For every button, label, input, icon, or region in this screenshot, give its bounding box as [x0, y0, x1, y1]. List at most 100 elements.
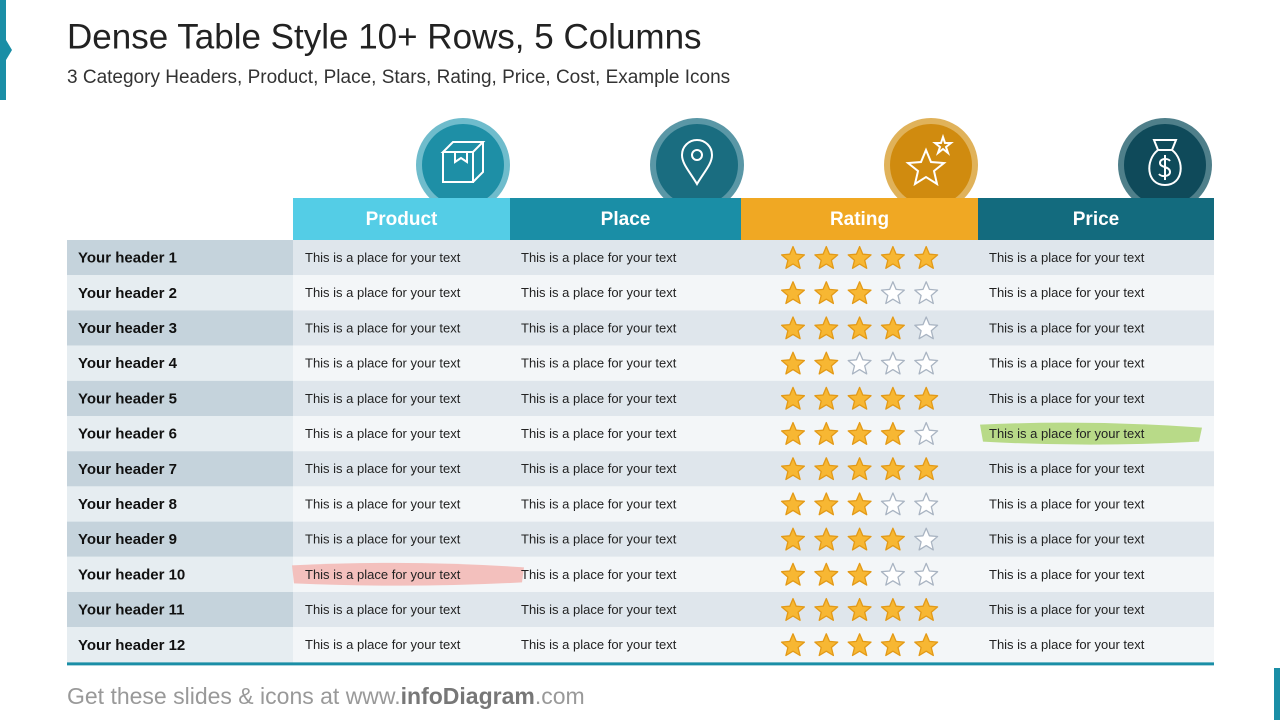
row-bg — [293, 345, 1214, 381]
title: Dense Table Style 10+ Rows, 5 Columns — [67, 17, 702, 56]
cell-text: This is a place for your text — [989, 250, 1145, 265]
cell-text: This is a place for your text — [305, 496, 461, 511]
cell-text: This is a place for your text — [521, 391, 677, 406]
cell-text: This is a place for your text — [305, 285, 461, 300]
cell-text: This is a place for your text — [989, 637, 1145, 652]
star-rating — [780, 316, 939, 340]
star-filled — [914, 597, 939, 621]
cell-text: This is a place for your text — [305, 320, 461, 335]
footer-text: Get these slides & icons at www. — [67, 683, 401, 709]
star-filled — [847, 386, 872, 410]
row-header-bg — [67, 486, 293, 522]
star-filled — [914, 386, 939, 410]
cell-text: This is a place for your text — [305, 391, 461, 406]
star-filled — [880, 245, 905, 269]
row-header: Your header 3 — [78, 320, 177, 337]
accent-bar — [1274, 668, 1280, 720]
star-filled — [847, 597, 872, 621]
cell-text: This is a place for your text — [989, 461, 1145, 476]
accent-chevron — [6, 40, 12, 60]
star-rating — [780, 633, 939, 657]
cell-text: This is a place for your text — [989, 602, 1145, 617]
star-filled — [914, 245, 939, 269]
row-header-bg — [67, 556, 293, 592]
cell-text: This is a place for your text — [989, 567, 1145, 582]
row-header-bg — [67, 240, 293, 276]
cell-text: This is a place for your text — [521, 567, 677, 582]
star-filled — [847, 245, 872, 269]
table: Product Place Rating Price Your header 1 This… — [67, 198, 1214, 666]
cell-text: This is a place for your text — [305, 567, 461, 582]
row-header-bg — [67, 627, 293, 663]
footer-brand: infoDiagram — [401, 683, 535, 709]
star-filled — [847, 492, 872, 516]
star-filled — [780, 351, 806, 375]
column-header: Rating — [830, 209, 889, 230]
subtitle: 3 Category Headers, Product, Place, Star… — [67, 67, 730, 88]
star-filled — [814, 316, 839, 340]
cell-text: This is a place for your text — [521, 496, 677, 511]
cell-text: This is a place for your text — [521, 532, 677, 547]
star-filled — [814, 421, 839, 445]
star-filled — [847, 457, 872, 481]
star-filled — [880, 421, 905, 445]
star-filled — [914, 457, 939, 481]
box-icon — [440, 141, 486, 183]
star-filled — [847, 633, 872, 657]
cell-text: This is a place for your text — [989, 285, 1145, 300]
cell-text: This is a place for your text — [989, 532, 1145, 547]
cell-text: This is a place for your text — [989, 426, 1145, 441]
row-bg — [293, 380, 1214, 416]
cell-text: This is a place for your text — [521, 320, 677, 335]
star-filled — [880, 633, 905, 657]
highlight — [980, 422, 1202, 445]
star-filled — [814, 562, 839, 586]
row-bg — [293, 627, 1214, 663]
star-rating — [780, 562, 939, 586]
star-filled — [780, 457, 806, 481]
row-header: Your header 10 — [78, 566, 185, 583]
row-bg — [293, 451, 1214, 487]
icon-circle — [656, 124, 738, 206]
star-filled — [814, 351, 839, 375]
column-header: Price — [1073, 209, 1119, 230]
row-header: Your header 6 — [78, 426, 177, 443]
star-rating — [780, 351, 939, 375]
column-header-bg — [293, 198, 510, 240]
star-filled — [880, 386, 905, 410]
cell-text: This is a place for your text — [305, 250, 461, 265]
cell-text: This is a place for your text — [521, 356, 677, 371]
row-header-bg — [67, 275, 293, 311]
row-bg — [293, 240, 1214, 276]
star-filled — [847, 421, 872, 445]
star-filled — [780, 597, 806, 621]
icons — [416, 118, 1212, 212]
star-filled — [814, 633, 839, 657]
row-header-bg — [67, 521, 293, 557]
star-rating — [780, 281, 939, 305]
accent-bar — [0, 0, 6, 100]
star-filled — [880, 597, 905, 621]
row-bg — [293, 486, 1214, 522]
star-filled — [814, 245, 839, 269]
star-filled — [814, 386, 839, 410]
row-bg — [293, 521, 1214, 557]
star-filled — [847, 527, 872, 551]
row-header: Your header 5 — [78, 390, 177, 407]
star-rating — [780, 245, 939, 269]
row-header: Your header 11 — [78, 602, 184, 619]
cell-text: This is a place for your text — [305, 637, 461, 652]
star-filled — [814, 527, 839, 551]
star-filled — [914, 633, 939, 657]
star-filled — [880, 527, 905, 551]
footer-text: .com — [535, 683, 585, 709]
star-filled — [780, 421, 806, 445]
cell-text: This is a place for your text — [521, 602, 677, 617]
star-filled — [880, 316, 905, 340]
column-header: Product — [366, 209, 438, 230]
star-empty — [880, 351, 905, 375]
row-header: Your header 7 — [78, 461, 177, 478]
row-bg — [293, 310, 1214, 346]
star-empty — [914, 562, 939, 586]
cell-text: This is a place for your text — [305, 532, 461, 547]
